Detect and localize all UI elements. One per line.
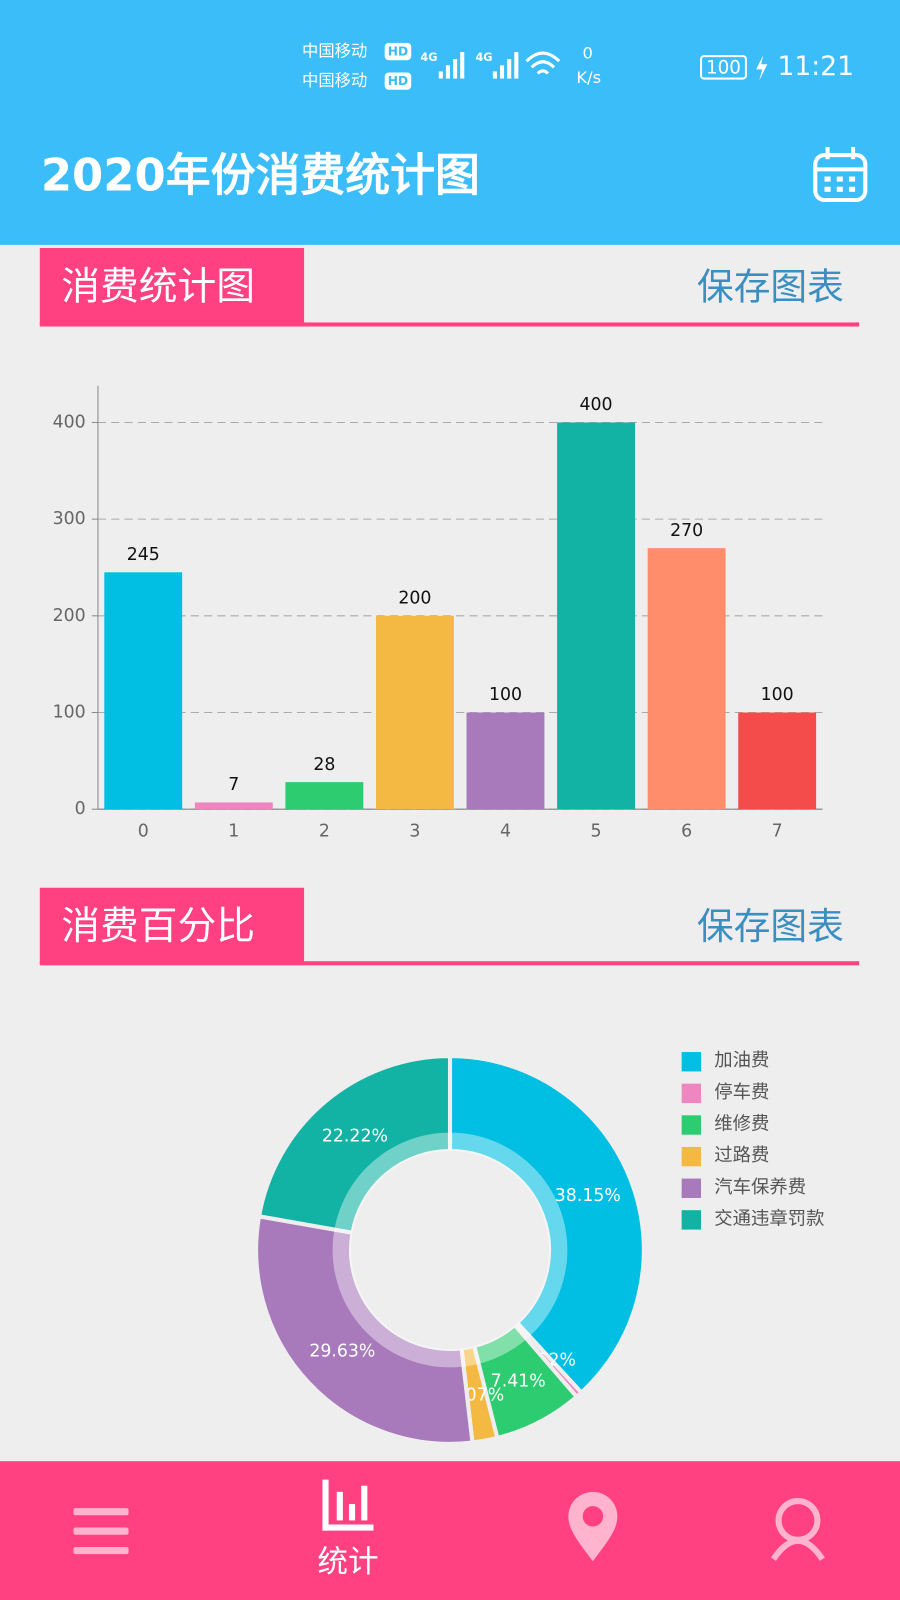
- battery-icon: [700, 55, 747, 80]
- menu-tab[interactable]: [73, 1508, 129, 1555]
- legend-swatch: [681, 1083, 702, 1104]
- hd-badge: [384, 42, 412, 61]
- signal-icon: [438, 52, 465, 79]
- y-tick-label: 400: [53, 412, 86, 432]
- legend-swatch: [681, 1115, 702, 1135]
- legend-label: 维修费: [714, 1113, 769, 1134]
- bottom-nav: [0, 1461, 900, 1600]
- legend-label: 交通违章罚款: [714, 1208, 824, 1229]
- x-tick-label: 5: [591, 822, 602, 842]
- wifi-icon: [525, 51, 561, 75]
- pie-slice: [254, 1213, 475, 1446]
- x-tick-label: 3: [409, 822, 420, 842]
- section-rule: [39, 961, 860, 966]
- location-tab[interactable]: [568, 1491, 618, 1562]
- section-tab: [39, 247, 305, 325]
- data-label: 245: [127, 545, 160, 565]
- network: 4G: [420, 51, 437, 64]
- legend-label: 加油费: [714, 1050, 769, 1071]
- hd-label: HD: [388, 45, 408, 59]
- app-bar: [0, 0, 900, 245]
- net-speed-unit: K/s: [576, 68, 601, 87]
- clock: 11:21: [778, 51, 854, 82]
- slice-label: 29.63%: [309, 1342, 375, 1362]
- save-chart[interactable]: 保存图表: [697, 265, 844, 308]
- data-label: 100: [489, 685, 522, 705]
- slice-label: 38.15%: [555, 1186, 621, 1206]
- profile-tab[interactable]: [770, 1497, 825, 1561]
- inner-ring: [332, 1132, 568, 1368]
- data-label: 400: [580, 395, 613, 415]
- hd-label: HD: [388, 74, 408, 88]
- x-tick-label: 2: [319, 822, 330, 842]
- bar: [194, 802, 273, 810]
- section-rule: [39, 322, 860, 327]
- x-tick-label: 6: [681, 822, 692, 842]
- net-speed: 0: [583, 44, 593, 63]
- section-title: 消费百分比: [61, 904, 255, 949]
- carrier: 中国移动: [302, 42, 367, 61]
- legend-label: 停车费: [714, 1082, 769, 1103]
- legend-label: 汽车保养费: [714, 1177, 806, 1198]
- legend-swatch: [681, 1210, 702, 1230]
- legend-swatch: [681, 1052, 702, 1072]
- legend-label: 过路费: [714, 1145, 769, 1166]
- pie-slice: [256, 1054, 453, 1236]
- x-tick-label: 0: [138, 822, 149, 842]
- nav-label: 统计: [317, 1545, 378, 1580]
- save-chart[interactable]: 保存图表: [697, 905, 844, 948]
- section-tab: [39, 887, 305, 965]
- x-tick-label: 1: [228, 822, 239, 842]
- app-title: 2020年份消费统计图: [41, 149, 480, 202]
- bar: [285, 782, 364, 810]
- legend-swatch: [681, 1178, 702, 1198]
- legend-swatch: [681, 1146, 702, 1167]
- bar-chart: 0 100 200 300 400 0 245 1 7 2 28 3 200 4 100 5 400 6 270 7 1…: [53, 385, 823, 842]
- status-bar: 中国移动 中国移动 HD HD 4G 4G 0 K/s 100 11:21: [302, 42, 854, 91]
- network: 4G: [476, 51, 493, 64]
- hd-badge: [384, 72, 412, 90]
- carrier: 中国移动: [302, 71, 367, 90]
- x-tick-label: 4: [500, 822, 511, 842]
- signal-icon: [492, 52, 519, 79]
- y-tick-label: 300: [53, 509, 86, 529]
- data-label: 7: [228, 775, 239, 795]
- bar: [466, 712, 545, 810]
- calendar-button[interactable]: [813, 146, 868, 203]
- section-title: 消费统计图: [61, 264, 255, 309]
- bar: [104, 572, 183, 810]
- charging-icon: [756, 55, 768, 81]
- y-tick-label: 100: [53, 703, 86, 723]
- pie-slice: [447, 1054, 646, 1396]
- y-tick-label: 0: [75, 799, 86, 819]
- slice-label: 22.22%: [322, 1127, 388, 1147]
- bar: [738, 712, 817, 810]
- battery-level: 100: [706, 57, 741, 78]
- stats-tab[interactable]: 统计: [317, 1479, 379, 1580]
- slice-label: 7.41%: [491, 1371, 546, 1391]
- bar: [647, 548, 726, 810]
- y-tick-label: 200: [53, 606, 86, 626]
- data-label: 28: [313, 755, 335, 775]
- data-label: 100: [761, 685, 794, 705]
- data-label: 270: [670, 521, 703, 541]
- data-label: 200: [398, 588, 431, 608]
- bar: [557, 422, 635, 810]
- pie-chart: 38.15%加油费0.52%停车费7.41%维修费2.07%过路费29.63%汽…: [254, 1050, 824, 1446]
- x-tick-label: 7: [772, 822, 783, 842]
- bar: [375, 615, 454, 810]
